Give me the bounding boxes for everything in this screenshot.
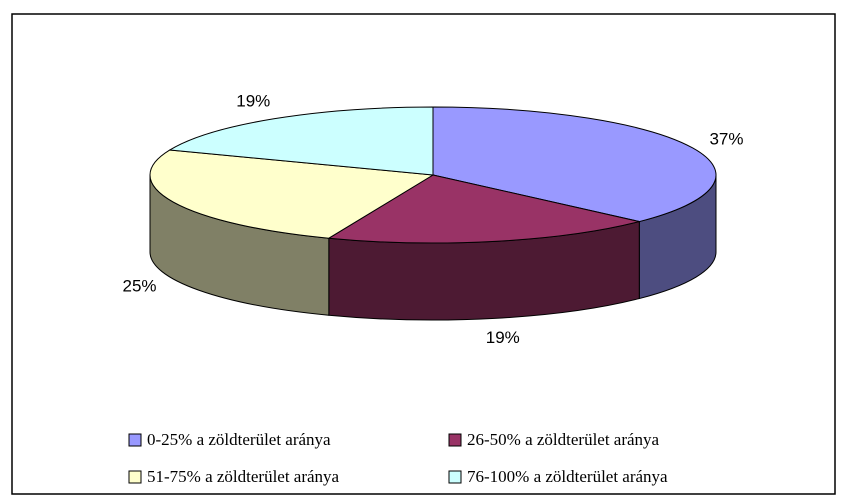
legend-swatch <box>448 470 462 484</box>
legend-label: 51-75% a zöldterület aránya <box>147 467 340 486</box>
pie-slice <box>149 149 435 239</box>
legend-label: 26-50% a zöldterület aránya <box>467 430 660 449</box>
legend-label: 76-100% a zöldterület aránya <box>467 467 668 486</box>
pie-slice <box>168 106 434 176</box>
data-label: 19% <box>236 91 270 110</box>
data-label: 19% <box>486 328 520 347</box>
legend-label: 0-25% a zöldterület aránya <box>147 430 331 449</box>
legend-swatch <box>128 433 142 447</box>
data-label: 37% <box>709 129 743 148</box>
legend-swatch <box>128 470 142 484</box>
legend-swatch <box>448 433 462 447</box>
pie-slice <box>327 174 640 244</box>
data-label: 25% <box>122 277 156 296</box>
pie-slice <box>432 106 717 223</box>
